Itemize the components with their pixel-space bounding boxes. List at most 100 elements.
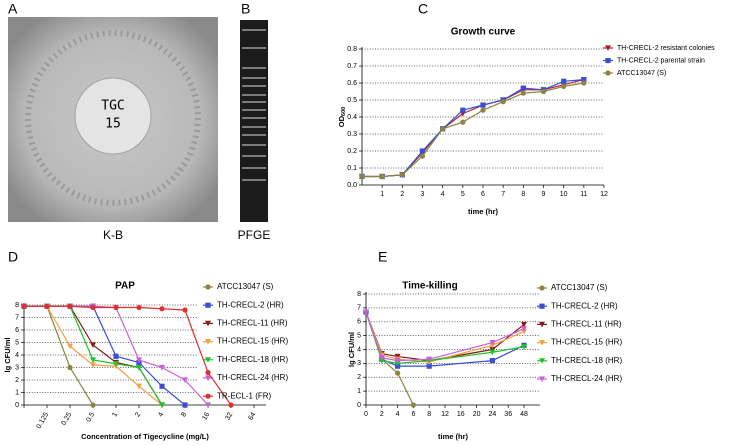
- x-tick-label: 16: [201, 411, 211, 421]
- marker: [205, 302, 211, 308]
- legend-label: TH-CRECL-11 (HR): [551, 320, 622, 329]
- y-tick-label: 7: [357, 305, 361, 312]
- marker: [410, 402, 416, 408]
- x-tick-label: 20: [473, 411, 481, 418]
- panel-label: C: [418, 1, 428, 17]
- marker: [500, 99, 506, 105]
- antibiotic-disk: [74, 77, 152, 155]
- x-tick-label: 32: [224, 411, 234, 421]
- marker: [67, 364, 73, 371]
- x-tick-label: 4: [441, 191, 445, 198]
- chart-title: Growth curve: [451, 27, 516, 38]
- x-tick-label: 64: [247, 411, 257, 421]
- panel-caption: PFGE: [238, 228, 271, 242]
- marker: [205, 339, 211, 345]
- x-tick-label: 36: [504, 411, 512, 418]
- marker: [540, 88, 547, 95]
- marker: [440, 126, 446, 132]
- x-tick-label: 10: [560, 191, 568, 198]
- y-tick-label: 1: [15, 389, 19, 396]
- y-tick-label: 2: [357, 374, 361, 381]
- marker: [399, 172, 405, 178]
- y-tick-label: 0.6: [347, 80, 357, 87]
- series-line: [365, 311, 525, 364]
- x-tick-label: 6: [481, 191, 485, 198]
- marker: [539, 358, 545, 364]
- marker: [460, 119, 466, 125]
- legend-label: TH-CRECL-2 resistant colonies: [617, 45, 715, 52]
- series-line: [24, 305, 163, 406]
- x-tick-label: 0: [364, 411, 368, 418]
- marker: [489, 358, 495, 364]
- y-tick-label: 0.2: [347, 148, 357, 155]
- marker: [539, 285, 545, 291]
- marker: [90, 362, 96, 368]
- x-tick-label: 1: [380, 191, 384, 198]
- y-tick-label: 8: [15, 302, 19, 309]
- y-tick-label: 0.1: [347, 165, 357, 172]
- marker: [561, 83, 567, 89]
- marker: [378, 355, 385, 361]
- marker: [136, 364, 142, 371]
- legend-label: TH-CRECL-18 (HR): [551, 356, 622, 365]
- gel-lane: [240, 20, 268, 222]
- marker: [539, 376, 545, 382]
- series-line: [24, 305, 163, 406]
- marker: [605, 70, 611, 76]
- marker: [228, 402, 234, 408]
- marker: [426, 356, 433, 363]
- marker: [426, 363, 432, 369]
- legend-label: TH-CRECL-15 (HR): [551, 338, 622, 347]
- marker: [113, 304, 119, 311]
- y-axis-label-main: lg CFU/ml: [3, 338, 12, 373]
- x-tick-label: 9: [542, 191, 546, 198]
- y-tick-label: 0.8: [347, 46, 357, 53]
- marker: [521, 321, 527, 328]
- disk-text: TGC: [101, 99, 124, 114]
- marker: [159, 402, 165, 408]
- marker: [395, 370, 401, 376]
- y-tick-label: 0.3: [347, 131, 357, 138]
- y-tick-label: 5: [15, 339, 19, 346]
- legend-label: ATCC13047 (S): [551, 283, 608, 292]
- marker: [520, 90, 526, 96]
- x-tick-label: 12: [600, 191, 608, 198]
- x-tick-label: 24: [489, 411, 497, 418]
- x-tick-label: 16: [457, 411, 465, 418]
- marker: [581, 77, 587, 83]
- marker: [113, 353, 119, 359]
- series-line: [24, 305, 186, 406]
- chart-title: Time-killing: [402, 281, 457, 292]
- x-tick-label: 11: [580, 191, 587, 198]
- marker: [561, 78, 567, 84]
- x-tick-label: 3: [421, 191, 425, 198]
- marker: [205, 393, 211, 399]
- y-axis-label-main: OD: [337, 115, 346, 127]
- y-tick-label: 7: [15, 314, 19, 321]
- series-line: [24, 305, 94, 406]
- marker: [136, 304, 142, 311]
- x-tick-label: 48: [520, 411, 528, 418]
- marker: [159, 383, 165, 389]
- marker: [480, 107, 486, 113]
- marker: [359, 173, 365, 180]
- panel-caption: K-B: [103, 228, 123, 242]
- marker: [67, 303, 73, 309]
- series-line: [24, 305, 232, 406]
- x-tick-label: 8: [521, 191, 525, 198]
- colony-ring: [25, 30, 201, 206]
- y-tick-label: 4: [15, 352, 19, 359]
- x-tick-label: 0.5: [85, 411, 96, 423]
- y-tick-label: 2: [15, 377, 19, 384]
- legend-label: TH-CRECL-15 (HR): [217, 337, 288, 346]
- marker: [539, 340, 545, 346]
- x-tick-label: 1: [111, 411, 119, 418]
- marker: [460, 107, 466, 113]
- y-tick-label: 0.7: [347, 63, 357, 70]
- marker: [480, 102, 486, 108]
- y-tick-label: 0: [357, 402, 361, 409]
- y-tick-label: 6: [15, 327, 19, 334]
- y-axis-label-main: lg CFU/ml: [347, 332, 356, 367]
- x-axis-label: time (hr): [468, 207, 499, 216]
